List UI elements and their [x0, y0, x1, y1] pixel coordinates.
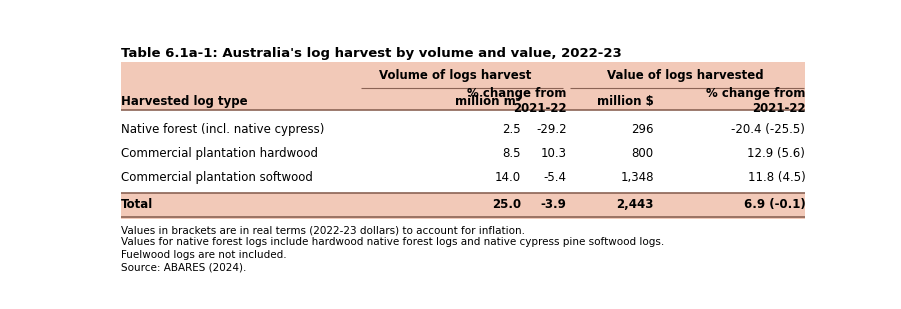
Bar	[121, 110, 805, 193]
Text: 1,348: 1,348	[620, 171, 654, 184]
Text: 10.3: 10.3	[541, 147, 567, 160]
Text: 25.0: 25.0	[492, 198, 521, 211]
Text: 14.0: 14.0	[495, 171, 521, 184]
Text: 296: 296	[632, 123, 654, 136]
Bar	[121, 62, 805, 219]
Text: Source: ABARES (2024).: Source: ABARES (2024).	[121, 262, 246, 272]
Text: Values in brackets are in real terms (2022-23 dollars) to account for inflation.: Values in brackets are in real terms (20…	[121, 225, 525, 235]
Text: 800: 800	[632, 147, 654, 160]
Text: -29.2: -29.2	[536, 123, 567, 136]
Text: Value of logs harvested: Value of logs harvested	[607, 69, 763, 82]
Text: % change from
2021-22: % change from 2021-22	[467, 87, 567, 115]
Text: Table 6.1a-1: Australia's log harvest by volume and value, 2022-23: Table 6.1a-1: Australia's log harvest by…	[121, 47, 622, 60]
Text: Harvested log type: Harvested log type	[121, 95, 248, 108]
Text: -3.9: -3.9	[541, 198, 567, 211]
Text: -5.4: -5.4	[543, 171, 567, 184]
Text: 2.5: 2.5	[503, 123, 521, 136]
Text: Commercial plantation softwood: Commercial plantation softwood	[121, 171, 313, 184]
Text: million $: million $	[597, 95, 654, 108]
Text: Values for native forest logs include hardwood native forest logs and native cyp: Values for native forest logs include ha…	[121, 237, 664, 248]
Text: Volume of logs harvest: Volume of logs harvest	[378, 69, 531, 82]
Text: 12.9 (5.6): 12.9 (5.6)	[748, 147, 805, 160]
Text: 8.5: 8.5	[503, 147, 521, 160]
Text: 11.8 (4.5): 11.8 (4.5)	[748, 171, 805, 184]
Text: Total: Total	[121, 198, 153, 211]
Text: Native forest (incl. native cypress): Native forest (incl. native cypress)	[121, 123, 324, 136]
Text: -20.4 (-25.5): -20.4 (-25.5)	[732, 123, 805, 136]
Text: 2,443: 2,443	[616, 198, 654, 211]
Text: 6.9 (-0.1): 6.9 (-0.1)	[743, 198, 805, 211]
Text: % change from
2021-22: % change from 2021-22	[706, 87, 805, 115]
Text: million m³: million m³	[455, 95, 521, 108]
Text: Commercial plantation hardwood: Commercial plantation hardwood	[121, 147, 318, 160]
Text: Fuelwood logs are not included.: Fuelwood logs are not included.	[121, 250, 287, 260]
